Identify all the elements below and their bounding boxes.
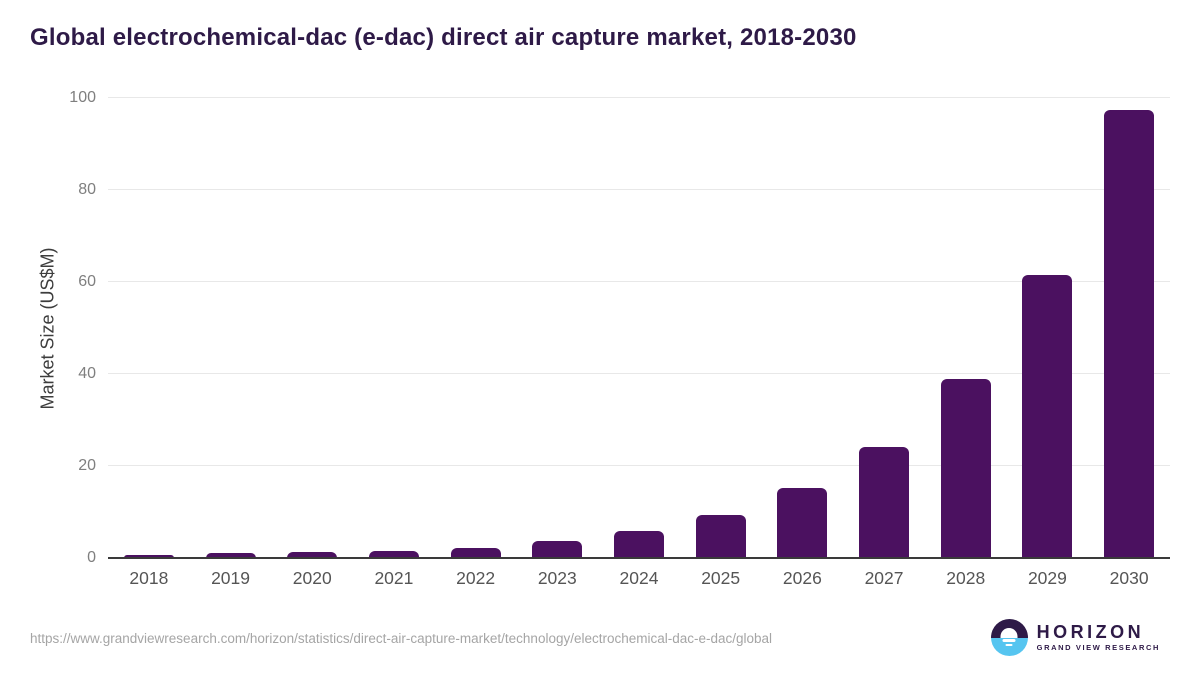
y-tick-label-60: 60 (78, 273, 96, 290)
x-tick-label-2025: 2025 (701, 568, 741, 588)
bar-slot-2024 (598, 98, 680, 558)
x-tick-label-2019: 2019 (211, 568, 250, 588)
gridline-80 (108, 189, 1170, 190)
bar-slot-2029 (1007, 98, 1089, 558)
x-tick-label-2021: 2021 (374, 568, 414, 588)
x-tick-label-2027: 2027 (864, 568, 904, 588)
bar-slot-2018 (108, 98, 190, 558)
bar-slot-2021 (353, 98, 435, 558)
x-tick-label-2024: 2024 (619, 568, 659, 588)
x-axis-line (108, 557, 1170, 559)
logo-icon-reflection-line (1005, 643, 1013, 647)
gridline-100 (108, 97, 1170, 98)
bar-slot-2023 (516, 98, 598, 558)
x-tick-label-2030: 2030 (1109, 568, 1149, 588)
x-tick-label-2018: 2018 (129, 568, 169, 588)
bar-slot-2022 (435, 98, 517, 558)
logo-icon-reflection-line (1002, 639, 1016, 642)
x-tick-label-2026: 2026 (782, 568, 822, 588)
bar-slot-2030 (1088, 98, 1170, 558)
bar-2022 (450, 547, 501, 558)
bar-slot-2026 (762, 98, 844, 558)
bar-2018 (123, 555, 174, 558)
bar-slot-2028 (925, 98, 1007, 558)
bar-2020 (287, 552, 338, 558)
y-tick-label-20: 20 (78, 457, 96, 474)
bar-2024 (613, 530, 664, 558)
y-tick-label-80: 80 (78, 181, 96, 198)
x-axis-tick-labels: 2018 2019 2020 2021 2022 2023 2024 2025 2026 2027… (108, 568, 1170, 589)
source-url: https://www.grandviewresearch.com/horizo… (30, 631, 773, 646)
logo-name: HORIZON (1036, 621, 1145, 642)
gridline-20 (108, 465, 1170, 466)
bar-series (108, 98, 1170, 558)
x-tick-label-2022: 2022 (456, 568, 496, 588)
bar-2021 (368, 551, 419, 558)
bar-slot-2019 (190, 98, 272, 558)
y-tick-label-100: 100 (69, 89, 96, 106)
bar-slot-2025 (680, 98, 762, 558)
bar-2028 (940, 379, 991, 558)
x-tick-label-2020: 2020 (292, 568, 332, 588)
bar-slot-2020 (271, 98, 353, 558)
logo-subtitle: GRAND VIEW RESEARCH (1036, 643, 1160, 653)
bar-2027 (859, 446, 910, 558)
logo-icon-sun-dome (1000, 627, 1018, 638)
logo-icon-bottom-half (990, 637, 1028, 656)
bar-2029 (1022, 275, 1073, 558)
logo-text: HORIZON GRAND VIEW RESEARCH (1036, 621, 1160, 653)
gridline-40 (108, 373, 1170, 374)
bar-2026 (777, 488, 828, 558)
bar-slot-2027 (843, 98, 925, 558)
y-tick-label-0: 0 (87, 549, 96, 566)
plot-area (108, 97, 1170, 559)
horizon-sunrise-icon (990, 619, 1028, 656)
y-tick-label-40: 40 (78, 365, 96, 382)
page-title: Global electrochemical-dac (e-dac) direc… (30, 24, 857, 51)
bar-2019 (205, 553, 256, 558)
x-tick-label-2029: 2029 (1027, 568, 1067, 588)
horizon-logo: HORIZON GRAND VIEW RESEARCH (990, 619, 1160, 656)
y-axis-tick-labels: 0 20 40 60 80 100 (0, 89, 96, 566)
bar-2025 (695, 514, 746, 558)
bar-2030 (1104, 110, 1155, 558)
bar-2023 (532, 540, 583, 558)
x-tick-label-2023: 2023 (537, 568, 577, 588)
gridline-60 (108, 281, 1170, 282)
x-tick-label-2028: 2028 (946, 568, 986, 588)
